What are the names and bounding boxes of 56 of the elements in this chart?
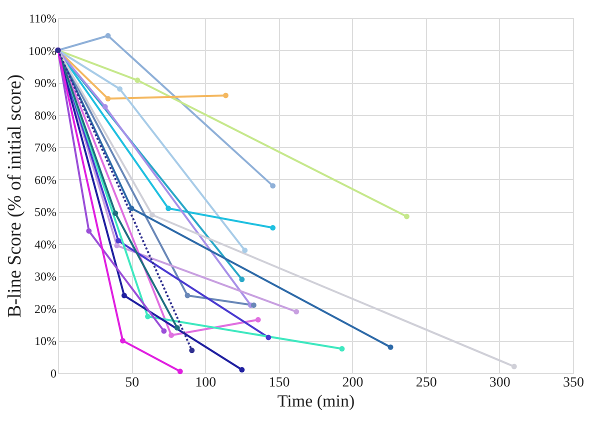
point — [223, 92, 228, 98]
x-tick-label: 100 — [195, 376, 216, 390]
point — [294, 308, 300, 314]
point — [105, 96, 111, 102]
point — [239, 276, 245, 282]
point — [174, 325, 180, 331]
x-tick-label: 300 — [489, 376, 510, 390]
x-tick-label: 50 — [125, 376, 140, 390]
point — [339, 346, 345, 352]
point — [250, 302, 256, 308]
point — [168, 332, 174, 338]
y-tick-label: 70% — [34, 140, 56, 155]
x-tick-label: 250 — [416, 376, 437, 390]
y-tick-label: 20% — [34, 302, 56, 316]
point — [134, 78, 140, 84]
y-tick-label: 50% — [34, 205, 56, 220]
x-tick-label: 150 — [268, 376, 290, 390]
point — [270, 225, 276, 231]
point — [120, 338, 126, 344]
x-tick-label: 200 — [342, 376, 364, 390]
point — [117, 86, 123, 92]
y-tick-label: 0 — [50, 366, 56, 380]
point — [239, 367, 245, 373]
point — [255, 317, 261, 322]
y-tick-label: 110% — [28, 12, 56, 26]
point — [511, 364, 517, 370]
x-tick-label: 350 — [563, 376, 584, 390]
point — [114, 242, 120, 248]
point — [121, 292, 127, 298]
point — [116, 238, 122, 244]
point — [149, 212, 155, 218]
point — [189, 348, 195, 354]
point — [184, 292, 190, 298]
y-tick-label: 90% — [34, 76, 56, 90]
point — [102, 104, 108, 110]
point — [266, 334, 272, 340]
y-tick-label: 30% — [34, 270, 56, 284]
x-axis-title: Time (min) — [277, 392, 355, 410]
y-tick-label: 60% — [34, 172, 56, 187]
point — [161, 328, 167, 334]
point — [404, 214, 410, 220]
point — [388, 344, 394, 350]
y-tick-label: 10% — [34, 334, 56, 348]
point — [128, 206, 134, 212]
point — [242, 248, 248, 254]
point — [86, 228, 92, 234]
y-tick-label: 40% — [34, 237, 56, 252]
y-axis-title: B-line Score (% of initial score) — [4, 74, 26, 318]
point — [112, 210, 118, 216]
point — [145, 314, 150, 320]
point — [270, 183, 276, 189]
y-tick-label: 100% — [28, 44, 56, 58]
point — [177, 368, 183, 374]
y-tick-label: 80% — [34, 108, 56, 122]
point — [166, 206, 172, 212]
point — [105, 33, 111, 38]
